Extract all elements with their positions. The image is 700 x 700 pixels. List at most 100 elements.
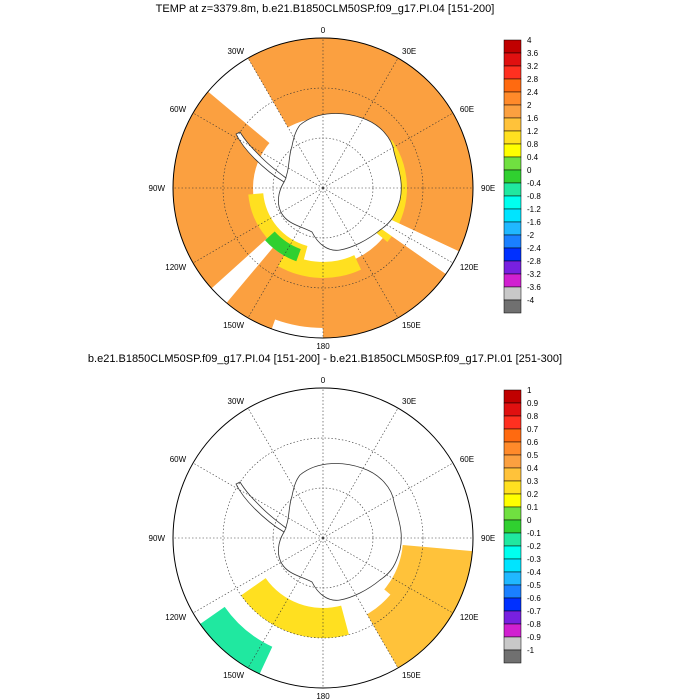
longitude-label: 0 [321,376,326,385]
colorbar-swatch [503,623,522,638]
colorbar-label: -0.2 [527,542,541,551]
longitude-label: 90E [481,184,495,193]
longitude-label: 150E [402,671,421,680]
colorbar: 1 0.9 0.8 0.7 0.6 0.5 0.4 0.3 0.2 0.1 0 -0.1 -0.2 -0.… [503,386,541,664]
peninsula-coastline [235,131,287,183]
colorbar-swatch [503,441,522,456]
colorbar-swatch [503,428,522,443]
longitude-label: 120E [460,263,479,272]
colorbar-label: -0.3 [527,555,541,564]
colorbar-swatch [503,52,522,67]
map-border [172,37,474,339]
colorbar-label: -3.6 [527,283,541,292]
bottom-map-figure: 0 30E 60E 90E 120E 150E 180 150W 120W 90W 60W 30W 1 0… [149,376,542,700]
colorbar-label: -0.7 [527,607,541,616]
meridian-line [322,112,454,189]
colorbar-label: 0.6 [527,438,539,447]
colorbar-swatch [503,506,522,521]
colorbar-label: -4 [527,296,535,305]
meridian-line [247,57,324,189]
latitude-circle [222,437,424,639]
colorbar-label: 3.6 [527,49,539,58]
colorbar-label: 0 [527,516,532,525]
antarctica-coastline [278,113,402,251]
colorbar-label: -0.4 [527,179,541,188]
colorbar-swatch [503,558,522,573]
colorbar-swatch [503,467,522,482]
nodata-gap [271,641,350,688]
colorbar-label: 2.4 [527,88,539,97]
colorbar-label: -2 [527,231,535,240]
colorbar-label: -2.8 [527,257,541,266]
colorbar-swatch [503,532,522,547]
meridian-line [192,187,324,264]
colorbar-swatch [503,65,522,80]
colorbar-label: -1.2 [527,205,541,214]
nodata-gap [372,213,459,275]
longitude-label: 30W [228,47,245,56]
colorbar-swatch [503,454,522,469]
map-field [173,38,473,338]
meridian-line [247,407,324,539]
colorbar-swatch [503,169,522,184]
meridian-line [247,537,324,669]
longitude-label: 90E [481,534,495,543]
colorbar-label: 0.8 [527,140,539,149]
colorbar-swatch [503,493,522,508]
colorbar-swatch [503,78,522,93]
longitude-label: 0 [321,26,326,35]
colorbar-label: -0.6 [527,594,541,603]
longitude-label: 90W [149,534,166,543]
colorbar-label: 3.2 [527,62,539,71]
colorbar-swatch [503,143,522,158]
longitude-label: 120W [165,613,186,622]
colorbar-label: 0.1 [527,503,539,512]
longitude-label: 150E [402,321,421,330]
top-map-figure: 0 30E 60E 90E 120E 150E 180 150W 120W 90W 60W 30W 4 3… [149,26,542,350]
colorbar-swatch [503,480,522,495]
colorbar-label: 2.8 [527,75,539,84]
colorbar-swatch [503,273,522,288]
meridian-line [322,537,399,669]
meridian-line [322,407,399,539]
colorbar-label: -1 [527,646,535,655]
longitude-label: 180 [316,342,330,350]
colorbar-swatch [503,260,522,275]
meridian-line [192,112,324,189]
colorbar-swatch [503,402,522,417]
colorbar-label: 2 [527,101,532,110]
colorbar-label: 0.9 [527,399,539,408]
meridian-line [192,537,324,614]
warm-band-south [278,252,362,278]
colorbar-label: -0.9 [527,633,541,642]
colorbar-swatch [503,286,522,301]
colorbar-swatch [503,247,522,262]
longitude-label: 180 [316,692,330,700]
longitude-label: 60W [170,455,187,464]
colorbar-swatch [503,39,522,54]
map-field [173,388,473,688]
colorbar-swatch [503,597,522,612]
colorbar-swatch [503,649,522,664]
colorbar-swatch [503,545,522,560]
nodata-gap [226,393,308,494]
colorbar-label: 0.4 [527,464,539,473]
meridian-line [322,537,454,614]
longitude-label: 60W [170,105,187,114]
colorbar-swatch [503,182,522,197]
colorbar-swatch [503,636,522,651]
colorbar-label: 0 [527,166,532,175]
longitude-label: 30E [402,47,416,56]
colorbar-label: 0.3 [527,477,539,486]
colorbar-swatch [503,195,522,210]
longitude-label: 150W [223,671,244,680]
colorbar-swatch [503,156,522,171]
latitude-circle [222,87,424,289]
colorbar-swatch [503,117,522,132]
antarctica-coastline [278,463,402,601]
map-border [172,387,474,689]
colorbar-label: 1.6 [527,114,539,123]
positive-anomaly-east [363,544,473,668]
top-map-panel: TEMP at z=3379.8m, b.e21.B1850CLM50SP.f0… [149,3,542,350]
longitude-label: 120W [165,263,186,272]
